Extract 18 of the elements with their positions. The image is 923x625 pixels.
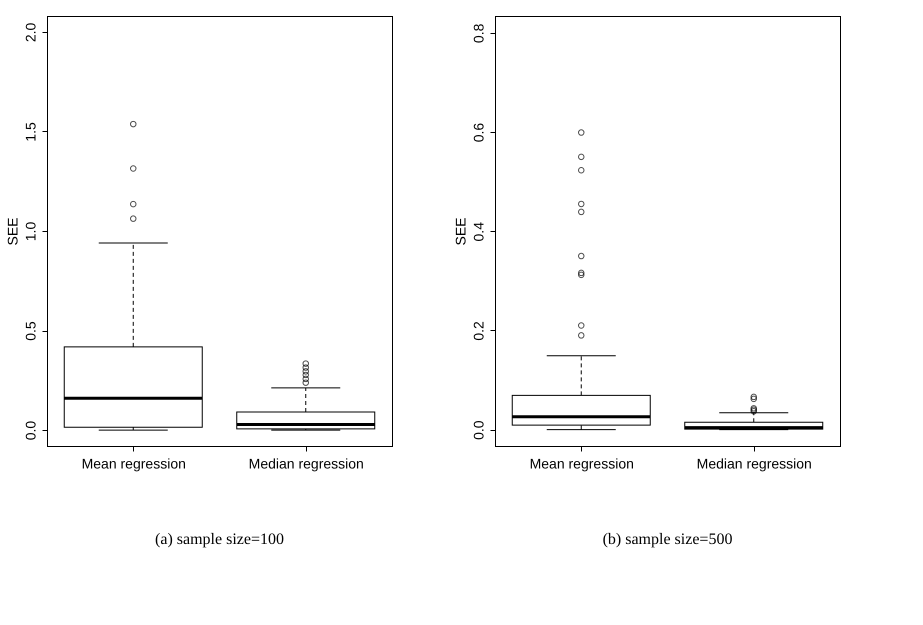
y-tick-label: 1.5 [22, 122, 38, 142]
y-axis-title: SEE [452, 217, 468, 246]
y-tick-label: 0.0 [470, 420, 486, 440]
y-tick-label: 0.6 [470, 122, 486, 142]
x-tick-label: Mean regression [530, 456, 634, 472]
y-tick-label: 0.4 [470, 222, 486, 242]
x-tick-label: Median regression [248, 456, 364, 472]
text: (a) sample size=100 [155, 531, 284, 548]
y-tick-label: 0.0 [22, 420, 38, 440]
y-axis-title: SEE [4, 217, 20, 246]
y-tick-label: 0.8 [470, 23, 486, 44]
text: (b) sample size=500 [602, 531, 732, 548]
y-tick-label: 1.0 [22, 222, 38, 242]
y-tick-label: 0.5 [22, 321, 38, 341]
x-tick-label: Mean regression [82, 456, 186, 472]
x-tick-label: Median regression [696, 456, 812, 472]
y-tick-label: 2.0 [22, 22, 38, 42]
y-tick-label: 0.2 [470, 321, 486, 341]
